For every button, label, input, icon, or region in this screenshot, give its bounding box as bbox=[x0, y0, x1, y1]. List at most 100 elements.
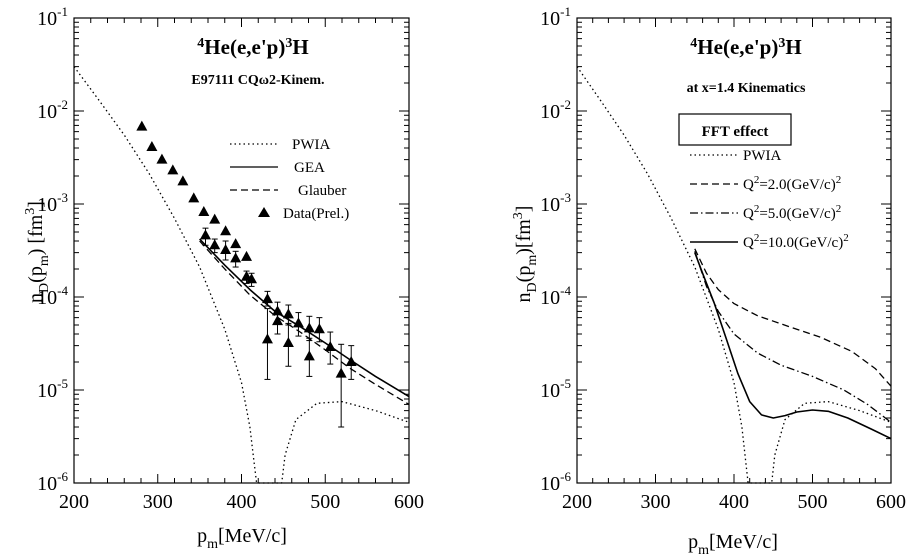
legend-q2-5-sup2: 2 bbox=[836, 203, 842, 215]
left-y-label-sup: 3 bbox=[23, 208, 38, 215]
data-point-triangle bbox=[177, 175, 189, 186]
left-y-label-sub1: D bbox=[37, 283, 52, 293]
right-axis-ticks: 200 300 400 500 600 10-1 10-2 10-3 10-4 10-5 10-6 bbox=[540, 4, 906, 513]
legend-marker-data bbox=[258, 207, 270, 217]
right-series-q2-10-0-gev-c-2 bbox=[694, 252, 892, 440]
legend-q2-10-value: =10.0(GeV/c) bbox=[759, 235, 843, 251]
right-title-product-mass: 3 bbox=[778, 36, 785, 51]
right-y-tick-label: 10-3 bbox=[540, 190, 571, 216]
right-x-label-sub: m bbox=[698, 543, 709, 556]
left-legend: PWIA GEA Glauber Data(Prel.) bbox=[230, 137, 349, 222]
left-x-tick-label: 500 bbox=[310, 491, 340, 513]
right-y-tick-label: 10-5 bbox=[540, 376, 571, 402]
right-title-product: H bbox=[785, 35, 801, 59]
legend-label-glauber: Glauber bbox=[298, 183, 346, 199]
legend-q2-10-q: Q bbox=[743, 235, 754, 251]
right-series-q2-2-0-gev-c-2 bbox=[694, 248, 892, 387]
data-point-triangle bbox=[335, 367, 347, 378]
right-x-label-unit: [MeV/c] bbox=[709, 531, 778, 553]
left-y-tick-label: 10-6 bbox=[37, 469, 68, 495]
data-point-triangle bbox=[220, 225, 232, 236]
right-subtitle: at x=1.4 Kinematics bbox=[687, 81, 806, 96]
left-x-label: pm[MeV/c] bbox=[197, 525, 287, 552]
left-x-label-sub: m bbox=[207, 537, 218, 552]
data-point-triangle bbox=[241, 250, 253, 261]
right-title-reaction: He(e,e'p) bbox=[697, 35, 778, 59]
left-y-tick-label: 10-3 bbox=[37, 190, 68, 216]
left-series-glauber bbox=[199, 240, 410, 405]
left-title: 4He(e,e'p)3H bbox=[197, 35, 308, 59]
right-title-mass-number: 4 bbox=[690, 36, 697, 51]
legend-q2-5-q: Q bbox=[743, 206, 754, 222]
legend-label-pwia-right: PWIA bbox=[743, 148, 781, 164]
legend-q2-10-sup1: 2 bbox=[754, 232, 760, 244]
right-y-label-sub2: m bbox=[525, 255, 540, 266]
right-y-label-b: (p bbox=[513, 266, 535, 283]
right-y-tick-label: 10-2 bbox=[540, 97, 571, 123]
legend-label-q2-10: Q2=10.0(GeV/c)2 bbox=[743, 232, 849, 251]
left-x-tick-label: 200 bbox=[59, 491, 89, 513]
data-point-triangle bbox=[198, 206, 210, 217]
left-x-label-base: p bbox=[197, 525, 207, 547]
legend-label-gea: GEA bbox=[294, 160, 325, 176]
data-point-triangle bbox=[261, 293, 273, 304]
left-title-mass-number: 4 bbox=[197, 36, 204, 51]
left-title-product: H bbox=[292, 35, 308, 59]
right-y-label: nD(pm)[fm3] bbox=[511, 206, 540, 303]
data-point-triangle bbox=[167, 164, 179, 175]
left-y-tick-label: 10-4 bbox=[37, 283, 68, 309]
right-x-label: pm[MeV/c] bbox=[688, 531, 778, 556]
legend-q2-2-q: Q bbox=[743, 177, 754, 193]
data-point-triangle bbox=[246, 273, 258, 284]
left-panel: 200 300 400 500 60010-110-210-310-410-510-6 … bbox=[23, 4, 424, 552]
data-point-triangle bbox=[209, 213, 221, 224]
left-title-reaction: He(e,e'p) bbox=[204, 35, 285, 59]
right-x-tick-label: 400 bbox=[719, 491, 749, 513]
right-x-tick-label: 300 bbox=[641, 491, 671, 513]
legend-label-q2-5: Q2=5.0(GeV/c)2 bbox=[743, 203, 841, 222]
fft-effect-box: FFT effect bbox=[678, 113, 792, 146]
data-point-triangle bbox=[282, 337, 294, 348]
left-series bbox=[73, 66, 410, 484]
legend-q2-2-sup2: 2 bbox=[836, 174, 842, 186]
right-title: 4He(e,e'p)3H bbox=[690, 35, 801, 59]
left-series-pwia bbox=[73, 66, 410, 484]
right-legend: PWIA Q2=2.0(GeV/c)2 Q2=5.0(GeV/c)2 Q2=10… bbox=[690, 148, 849, 251]
left-x-tick-label: 600 bbox=[394, 491, 424, 513]
data-point-triangle bbox=[345, 356, 357, 367]
left-y-label-b: (p bbox=[25, 266, 47, 283]
data-point-triangle bbox=[220, 244, 232, 255]
legend-q2-2-value: =2.0(GeV/c) bbox=[759, 177, 835, 193]
right-x-tick-label: 200 bbox=[562, 491, 592, 513]
data-point-triangle bbox=[303, 322, 315, 333]
right-x-tick-label: 500 bbox=[798, 491, 828, 513]
left-y-label-a: n bbox=[25, 293, 47, 303]
right-y-label-d: ] bbox=[513, 206, 535, 213]
right-x-label-base: p bbox=[688, 531, 698, 553]
legend-q2-2-sup1: 2 bbox=[754, 174, 760, 186]
data-point-triangle bbox=[292, 317, 304, 328]
left-y-label: nD(pm) [fm3] bbox=[23, 201, 52, 303]
data-point-triangle bbox=[282, 308, 294, 319]
data-point-triangle bbox=[230, 252, 242, 263]
right-y-tick-label: 10-6 bbox=[540, 469, 571, 495]
data-point-triangle bbox=[209, 239, 221, 250]
data-point-triangle bbox=[136, 120, 148, 131]
left-y-label-c: ) [fm bbox=[25, 214, 47, 255]
right-y-label-a: n bbox=[513, 292, 535, 302]
left-axis-ticks: 200 300 400 500 600 10-1 10-2 10-3 10-4 10-5 10-6 bbox=[37, 4, 424, 513]
legend-q2-10-sup2: 2 bbox=[843, 232, 849, 244]
left-x-tick-label: 400 bbox=[227, 491, 257, 513]
left-subtitle: E97111 CQω2-Kinem. bbox=[191, 73, 324, 88]
left-x-label-unit: [MeV/c] bbox=[218, 525, 287, 547]
left-x-tick-label: 300 bbox=[143, 491, 173, 513]
legend-label-pwia: PWIA bbox=[292, 137, 330, 153]
right-y-tick-label: 10-1 bbox=[540, 4, 571, 30]
data-point-triangle bbox=[156, 153, 168, 164]
legend-label-q2-2: Q2=2.0(GeV/c)2 bbox=[743, 174, 841, 193]
legend-label-data: Data(Prel.) bbox=[283, 206, 349, 222]
legend-q2-5-value: =5.0(GeV/c) bbox=[759, 206, 835, 222]
left-y-label-sub2: m bbox=[37, 255, 52, 266]
data-point-triangle bbox=[272, 315, 284, 326]
